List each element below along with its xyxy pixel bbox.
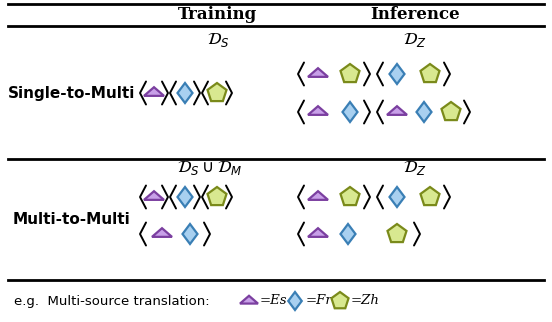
Polygon shape bbox=[442, 102, 460, 120]
Polygon shape bbox=[144, 191, 164, 200]
Polygon shape bbox=[208, 187, 226, 205]
Polygon shape bbox=[331, 292, 348, 308]
Polygon shape bbox=[421, 187, 439, 205]
Polygon shape bbox=[178, 187, 193, 207]
Text: $\mathcal{D}_S \cup \mathcal{D}_M$: $\mathcal{D}_S \cup \mathcal{D}_M$ bbox=[177, 159, 243, 177]
Text: e.g.  Multi-source translation:: e.g. Multi-source translation: bbox=[14, 295, 210, 308]
Text: Single-to-Multi: Single-to-Multi bbox=[8, 86, 136, 100]
Text: $\mathcal{D}_S$: $\mathcal{D}_S$ bbox=[207, 31, 229, 49]
Polygon shape bbox=[341, 224, 355, 244]
Text: Training: Training bbox=[178, 5, 258, 23]
Polygon shape bbox=[308, 228, 328, 237]
Text: Multi-to-Multi: Multi-to-Multi bbox=[13, 212, 131, 226]
Text: Inference: Inference bbox=[370, 5, 460, 23]
Polygon shape bbox=[144, 87, 164, 96]
Polygon shape bbox=[178, 83, 193, 103]
Text: =Fr: =Fr bbox=[306, 295, 333, 308]
Polygon shape bbox=[341, 187, 359, 205]
Polygon shape bbox=[388, 224, 406, 242]
Polygon shape bbox=[387, 106, 407, 115]
Text: $\mathcal{D}_Z$: $\mathcal{D}_Z$ bbox=[403, 159, 427, 177]
Polygon shape bbox=[342, 102, 358, 122]
Text: =Zh: =Zh bbox=[351, 295, 380, 308]
Polygon shape bbox=[152, 228, 172, 237]
Text: $\mathcal{D}_Z$: $\mathcal{D}_Z$ bbox=[403, 31, 427, 49]
Polygon shape bbox=[417, 102, 432, 122]
Polygon shape bbox=[308, 106, 328, 115]
Polygon shape bbox=[390, 187, 405, 207]
Polygon shape bbox=[208, 83, 226, 101]
Polygon shape bbox=[183, 224, 198, 244]
Polygon shape bbox=[390, 64, 405, 84]
Polygon shape bbox=[308, 191, 328, 200]
Polygon shape bbox=[288, 292, 302, 310]
Polygon shape bbox=[308, 68, 328, 77]
Polygon shape bbox=[421, 64, 439, 82]
Text: =Es: =Es bbox=[260, 295, 288, 308]
Polygon shape bbox=[240, 296, 258, 304]
Polygon shape bbox=[341, 64, 359, 82]
